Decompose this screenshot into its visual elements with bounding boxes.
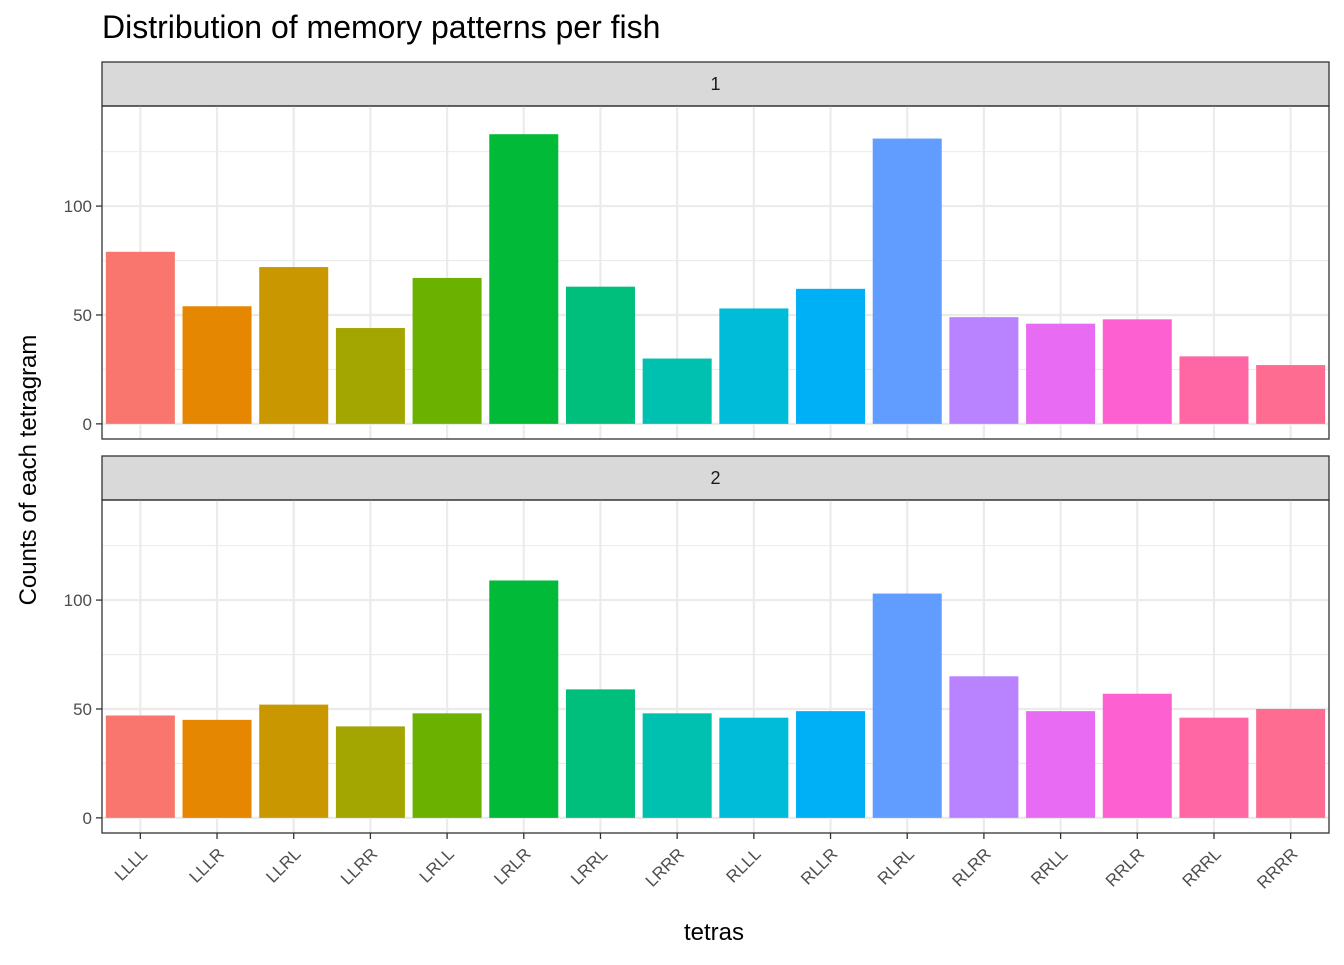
x-axis-title: tetras: [684, 919, 744, 946]
chart-title: Distribution of memory patterns per fish: [102, 9, 660, 45]
x-tick-label-rllr: RLLR: [797, 844, 841, 888]
x-tick-label-rrlr: RRLR: [1102, 844, 1148, 890]
bar-llrr: [335, 726, 405, 818]
panel-border: [101, 105, 1330, 440]
x-tick-label-rlll: RLLL: [722, 844, 764, 886]
panel-2: 2 0 50 100: [64, 455, 1330, 834]
x-tick-label-lllr: LLLR: [186, 844, 228, 886]
x-tick-label-llrr: LLRR: [337, 844, 381, 888]
bar-rlll: [719, 308, 789, 424]
bar-rrlr: [1102, 319, 1172, 424]
bar-lrll: [412, 277, 482, 424]
x-tick-label-llll: LLLL: [111, 844, 151, 884]
y-tick-label: 0: [83, 809, 92, 828]
bar-llll: [105, 715, 175, 818]
bar-lrll: [412, 713, 482, 818]
panel-border: [101, 499, 1330, 834]
panels-layer: 1 0 50 100 2 0 50 100: [64, 61, 1330, 834]
bar-rllr: [796, 288, 866, 424]
y-tick-label: 50: [73, 700, 92, 719]
bar-rlrr: [949, 676, 1019, 818]
y-tick-label: 0: [83, 415, 92, 434]
strip-label: 1: [710, 74, 720, 94]
bar-lrrr: [642, 713, 712, 818]
bar-llrr: [335, 328, 405, 424]
strip-background: [101, 455, 1330, 501]
bar-rrrl: [1179, 356, 1249, 424]
bar-llrl: [259, 267, 329, 424]
x-tick-label-rlrr: RLRR: [949, 844, 995, 890]
x-tick-label-lrlr: LRLR: [490, 844, 534, 888]
x-tick-label-lrrr: LRRR: [642, 844, 688, 890]
x-axis: LLLL LLLR LLRL LLRR LRLL LRLR LRRL LRRR RLLL RLLR…: [111, 833, 1301, 893]
bar-rrrr: [1256, 708, 1326, 818]
bar-lrrr: [642, 358, 712, 424]
bar-rrrr: [1256, 365, 1326, 424]
bar-rlrr: [949, 317, 1019, 424]
bar-lrlr: [489, 134, 559, 424]
x-tick-label-rrrr: RRRR: [1253, 844, 1301, 892]
y-axis-title: Counts of each tetragram: [15, 335, 42, 606]
y-tick-label: 50: [73, 306, 92, 325]
bar-lllr: [182, 306, 252, 424]
strip-label: 2: [710, 468, 720, 488]
bar-lrlr: [489, 580, 559, 818]
x-tick-label-rlrl: RLRL: [874, 844, 918, 888]
bar-rllr: [796, 711, 866, 818]
bar-lrrl: [565, 286, 635, 424]
bar-rrll: [1026, 323, 1096, 424]
bar-rrlr: [1102, 693, 1172, 818]
bar-llrl: [259, 704, 329, 818]
bar-rlrl: [872, 593, 942, 818]
bar-rrrl: [1179, 717, 1249, 818]
bar-llll: [105, 251, 175, 424]
strip-background: [101, 61, 1330, 107]
bar-rlll: [719, 717, 789, 818]
bar-lllr: [182, 719, 252, 818]
bar-rlrl: [872, 138, 942, 424]
x-tick-label-rrrl: RRRL: [1179, 844, 1225, 890]
panel-1: 1 0 50 100: [64, 61, 1330, 440]
bar-lrrl: [565, 689, 635, 818]
x-tick-label-rrll: RRLL: [1027, 844, 1071, 888]
x-tick-label-lrrl: LRRL: [567, 844, 611, 888]
y-tick-label: 100: [64, 591, 92, 610]
y-tick-label: 100: [64, 197, 92, 216]
x-tick-label-lrll: LRLL: [416, 844, 458, 886]
x-tick-label-llrl: LLRL: [262, 844, 304, 886]
bar-rrll: [1026, 711, 1096, 818]
